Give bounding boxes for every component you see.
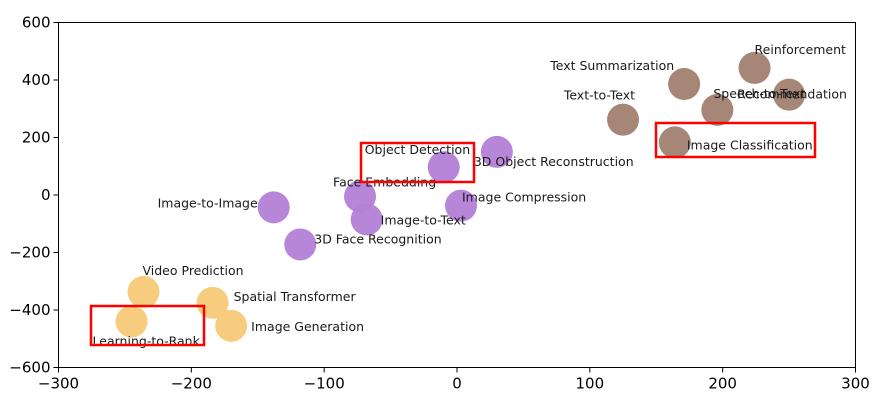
x-tick-label: −200: [171, 375, 212, 393]
point-label-image-to-image: Image-to-Image: [158, 195, 258, 210]
highlight-box-image-classification: [654, 121, 817, 159]
point-text-to-text: [607, 103, 640, 136]
point-label-3d-object-reconstruction: 3D Object Reconstruction: [474, 154, 634, 169]
point-label-3d-face-recognition: 3D Face Recognition: [314, 231, 441, 246]
point-3d-object-reconstruction: [480, 135, 513, 168]
x-tick-label: 0: [452, 375, 462, 393]
point-label-reinforcement: Reinforcement: [755, 42, 846, 57]
point-label-text-summarization: Text Summarization: [549, 58, 674, 73]
y-tick-label: 200: [22, 129, 51, 147]
point-label-speech-to-text: Speech-to-Text: [713, 86, 805, 101]
x-tick-label: 300: [841, 375, 870, 393]
point-text-summarization: [668, 68, 701, 101]
point-label-object-detection: Object Detection: [365, 142, 470, 157]
point-label-spatial-transformer: Spatial Transformer: [234, 289, 357, 304]
x-tick-label: 200: [708, 375, 737, 393]
point-label-image-to-text: Image-to-Text: [381, 212, 466, 227]
point-3d-face-recognition: [284, 228, 317, 261]
point-learning-to-rank: [115, 305, 148, 338]
y-tick-label: 0: [41, 186, 51, 204]
labels-layer: Reinforcement Text Summarization Recommend…: [93, 42, 847, 349]
point-label-image-generation: Image Generation: [251, 319, 364, 334]
point-image-compression: [444, 189, 477, 222]
x-tick-label: −300: [38, 375, 79, 393]
point-image-generation: [215, 309, 248, 342]
point-label-video-prediction: Video Prediction: [143, 263, 244, 278]
point-video-prediction: [127, 275, 160, 308]
point-label-image-classification: Image Classification: [687, 137, 813, 152]
point-object-detection: [427, 151, 460, 184]
y-tick-label: −400: [9, 301, 50, 319]
y-tick-label: −200: [9, 244, 50, 262]
highlight-boxes-layer: [89, 121, 817, 347]
point-label-text-to-text: Text-to-Text: [563, 88, 635, 103]
point-speech-to-text: [701, 93, 734, 126]
point-reinforcement: [738, 51, 771, 84]
y-tick-label: 600: [22, 14, 51, 32]
x-tick-label: 100: [576, 375, 605, 393]
highlight-box-object-detection: [359, 141, 476, 184]
point-image-to-text: [350, 203, 383, 236]
highlight-box-learning-to-rank: [89, 304, 206, 347]
point-recommendation: [773, 78, 806, 111]
point-image-classification: [658, 126, 691, 159]
point-image-to-image: [257, 191, 290, 224]
point-label-image-compression: Image Compression: [462, 190, 586, 205]
y-tick-label: 400: [22, 71, 51, 89]
x-axis: −300 −200 −100 0 100 200 300: [38, 367, 870, 393]
point-label-recommendation: Recommendation: [737, 87, 847, 102]
y-tick-label: −600: [9, 359, 50, 377]
y-axis: −600 −400 −200 0 200 400 600: [9, 14, 59, 377]
x-tick-label: −100: [304, 375, 345, 393]
